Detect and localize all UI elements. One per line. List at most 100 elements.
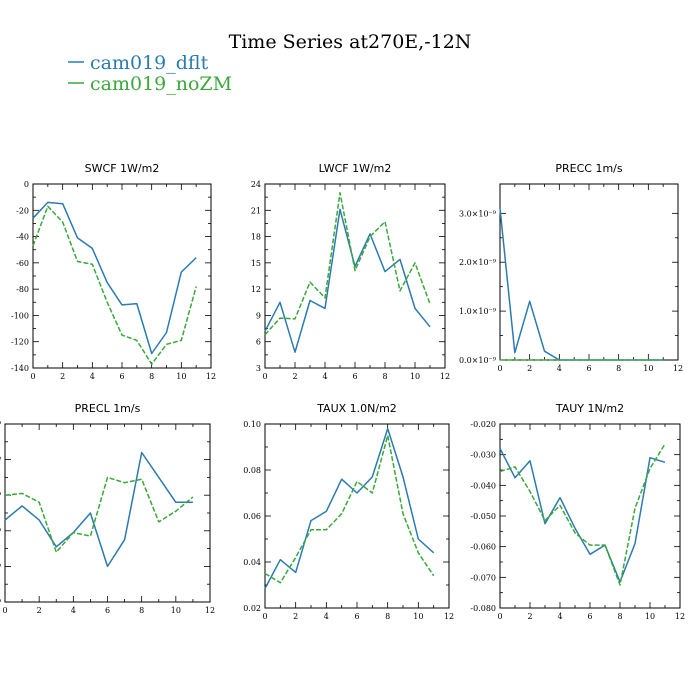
x-tick-label: 8 <box>617 612 622 621</box>
series-line-nozm <box>4 476 194 553</box>
x-tick-label: 6 <box>354 612 359 621</box>
x-tick-label: 12 <box>205 606 215 615</box>
y-tick-label: 0.02 <box>243 604 261 613</box>
x-tick-label: 12 <box>444 612 454 621</box>
y-tick-label: -0.020 <box>470 420 496 429</box>
plot-frame <box>499 423 681 609</box>
series-line-nozm <box>32 205 197 365</box>
x-tick-label: 4 <box>90 372 95 381</box>
x-tick-label: 6 <box>352 372 357 381</box>
x-tick-label: 4 <box>557 612 562 621</box>
legend-label-dflt: cam019_dflt <box>90 52 209 74</box>
x-tick-label: 0 <box>497 364 502 373</box>
y-tick-label: 21 <box>251 206 261 215</box>
series-line-dflt <box>499 448 666 583</box>
x-tick-label: 6 <box>587 612 592 621</box>
panel-3: PRECC 1m/s 0 2 4 6 8 10 12 0.0×10⁻⁹ 1.0×10⁻⁹ 2.0×1… <box>459 162 683 373</box>
panel-title: TAUX 1.0N/m2 <box>316 402 397 415</box>
y-tick-label: 0.04 <box>243 558 261 567</box>
series-line-dflt <box>264 208 431 353</box>
series-line-nozm <box>264 192 431 336</box>
x-tick-label: 2 <box>60 372 65 381</box>
y-tick-label: 1.0×10⁻⁹ <box>459 307 497 316</box>
x-tick-label: 2 <box>527 364 532 373</box>
y-tick-label: 0 <box>24 180 29 189</box>
series-line-dflt <box>499 208 664 361</box>
series-line-dflt <box>264 427 435 589</box>
legend-label-nozm: cam019_noZM <box>90 73 232 95</box>
plot-frame <box>4 423 211 603</box>
panel-6: TAUY 1N/m2 0 2 4 6 8 10 12 -0.020 -0.030 -0.040 -0.… <box>470 402 685 621</box>
y-tick-label: 0.10 <box>243 420 261 429</box>
y-tick-label: 3 <box>256 364 261 373</box>
y-tick-label: 1.0×10⁻⁹ <box>0 562 2 571</box>
x-tick-label: 12 <box>206 372 216 381</box>
x-tick-label: 8 <box>149 372 154 381</box>
x-tick-label: 2 <box>293 612 298 621</box>
x-tick-label: 6 <box>105 606 110 615</box>
y-tick-label: -60 <box>16 259 29 268</box>
legend: cam019_dflt cam019_noZM <box>68 52 232 95</box>
y-tick-label: -140 <box>11 364 29 373</box>
x-tick-label: 4 <box>322 372 327 381</box>
y-tick-label: -0.030 <box>470 451 496 460</box>
y-tick-label: 6 <box>256 338 261 347</box>
y-tick-label: -0.080 <box>470 604 496 613</box>
x-tick-label: 10 <box>171 606 181 615</box>
x-tick-label: 2 <box>292 372 297 381</box>
x-tick-label: 0 <box>262 372 267 381</box>
y-tick-label: 12 <box>251 285 261 294</box>
panel-title: PRECL 1m/s <box>75 402 141 415</box>
y-tick-label: -0.070 <box>470 573 496 582</box>
y-tick-label: -40 <box>16 233 29 242</box>
series-line-nozm <box>264 434 435 584</box>
x-tick-label: 12 <box>440 372 450 381</box>
y-tick-label: 0.08 <box>243 466 261 475</box>
y-tick-label: -0.060 <box>470 543 496 552</box>
panel-5: TAUX 1.0N/m2 0 2 4 6 8 10 12 0.02 0.04 0.06 0.08 0.1… <box>243 402 454 621</box>
y-tick-label: 24 <box>251 180 261 189</box>
x-tick-label: 12 <box>673 364 683 373</box>
y-tick-label: -0.050 <box>470 512 496 521</box>
x-tick-label: 0 <box>30 372 35 381</box>
y-tick-label: 4.0×10⁻⁹ <box>0 456 2 465</box>
x-tick-label: 4 <box>324 612 329 621</box>
y-tick-label: -120 <box>11 338 29 347</box>
panel-title: PRECC 1m/s <box>555 162 623 175</box>
x-tick-label: 10 <box>176 372 186 381</box>
y-tick-label: 3.0×10⁻⁹ <box>0 491 2 500</box>
plot-frame <box>499 183 679 361</box>
x-tick-label: 8 <box>139 606 144 615</box>
x-tick-label: 8 <box>382 372 387 381</box>
x-tick-label: 6 <box>119 372 124 381</box>
plot-frame <box>264 423 450 609</box>
x-tick-label: 4 <box>557 364 562 373</box>
panel-title: LWCF 1W/m2 <box>319 162 392 175</box>
panel-title: SWCF 1W/m2 <box>85 162 160 175</box>
x-tick-label: 2 <box>37 606 42 615</box>
y-tick-label: 15 <box>251 259 261 268</box>
x-tick-label: 8 <box>385 612 390 621</box>
series-line-dflt <box>32 201 197 355</box>
y-tick-label: 2.0×10⁻⁹ <box>0 527 2 536</box>
figure-title: Time Series at270E,-12N <box>229 31 472 53</box>
x-tick-label: 6 <box>586 364 591 373</box>
x-tick-label: 4 <box>71 606 76 615</box>
plot-frame <box>32 183 212 369</box>
panel-4: PRECL 1m/s 0 2 4 6 8 10 12 0.0×10⁻⁹ 1.0×10⁻⁹ 2.0×1… <box>0 402 215 615</box>
y-tick-label: 2.0×10⁻⁹ <box>459 258 497 267</box>
y-tick-label: 0.06 <box>243 512 261 521</box>
x-tick-label: 0 <box>2 606 7 615</box>
y-tick-label: 0.0×10⁻⁹ <box>459 356 497 365</box>
series-line-nozm <box>499 443 666 586</box>
x-tick-label: 10 <box>645 612 655 621</box>
y-tick-label: 0.0×10⁻⁹ <box>0 598 2 607</box>
x-tick-label: 0 <box>497 612 502 621</box>
y-tick-label: 18 <box>251 233 261 242</box>
y-tick-label: -0.040 <box>470 481 496 490</box>
x-tick-label: 10 <box>413 612 423 621</box>
y-tick-label: -100 <box>11 311 29 320</box>
x-tick-label: 12 <box>675 612 685 621</box>
panels: SWCF 1W/m20 2 4 6 8 10 120-20-40-60-80-100-120… <box>0 162 685 621</box>
